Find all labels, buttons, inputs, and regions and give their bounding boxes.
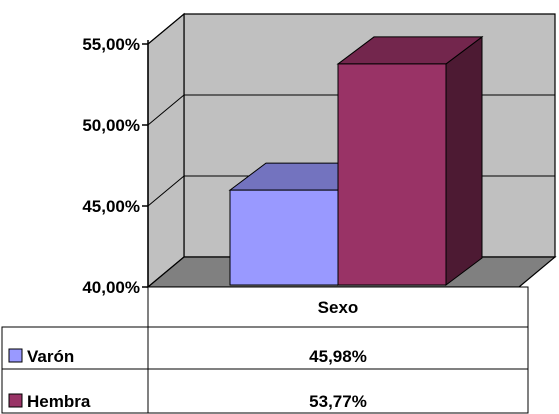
data-table: Sexo Varón 45,98% Hembra 53,77% xyxy=(1,286,529,414)
table-row-1-legend-cell xyxy=(1,326,149,370)
legend-swatch-hembra xyxy=(8,393,23,408)
y-axis-ticks: 40,00% 45,00% 50,00% 55,00% xyxy=(82,35,148,297)
y-tick-label: 40,00% xyxy=(82,278,140,297)
bar-side-face xyxy=(445,35,483,286)
legend-label-varon: Varón xyxy=(27,347,74,366)
data-label-hembra: 53,77% xyxy=(309,392,367,411)
table-header-cell xyxy=(147,286,529,328)
bar-front-face xyxy=(229,189,339,286)
legend-swatch-varon xyxy=(8,348,23,363)
bar-front-face xyxy=(337,63,447,286)
table-row-1-value-cell xyxy=(147,326,529,370)
data-label-varon: 45,98% xyxy=(309,347,367,366)
gridline xyxy=(147,13,555,45)
chart-side-wall xyxy=(147,12,185,289)
legend-label-hembra: Hembra xyxy=(27,392,91,411)
bars xyxy=(228,35,484,286)
y-tick-label: 55,00% xyxy=(82,35,140,54)
y-tick-label: 45,00% xyxy=(82,197,140,216)
category-label: Sexo xyxy=(318,298,359,317)
y-tick-label: 50,00% xyxy=(82,116,140,135)
table-row-2-value-cell xyxy=(147,368,529,414)
bar-hembra xyxy=(336,35,484,286)
